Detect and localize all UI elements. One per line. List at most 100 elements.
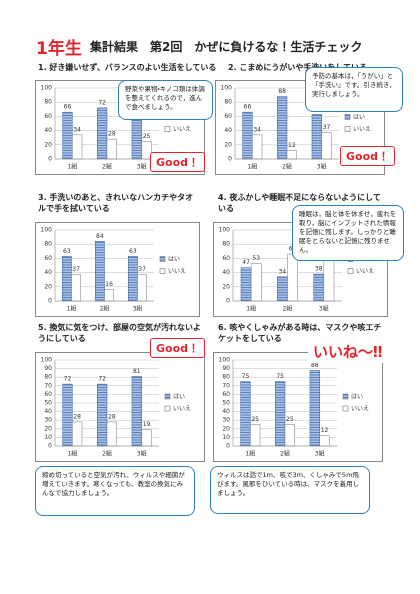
y-tick-label: 20 [44,141,52,148]
y-tick-label: 10 [44,434,52,441]
value-label: 25 [143,133,151,140]
value-label: 28 [108,413,116,420]
bar [275,381,286,447]
x-tick-label: 2組 [102,163,112,171]
value-label: 34 [279,268,287,275]
y-tick-label: 60 [44,113,52,120]
callout-note: 野菜や果物・キノコ類は体調を整えてくれるので，進んで食べましょう。 [118,80,213,120]
y-tick-label: 100 [41,85,53,92]
legend-swatch [344,126,351,132]
legend-label: はい [168,256,180,263]
y-tick-label: 60 [222,391,230,398]
legend-label: はい [353,114,365,121]
value-label: 12 [321,427,329,434]
value-label: 19 [143,421,151,428]
bar [95,241,105,302]
stamp: いいね～‼ [308,340,388,363]
x-tick-label: 3組 [317,163,327,171]
legend-swatch [164,405,171,412]
y-tick-label: 10 [222,434,230,441]
bar [277,276,288,302]
y-tick-label: 50 [222,400,230,407]
value-label: 34 [73,126,81,133]
callout-note: 締め切っていると空気が汚れ、ウィルスや細菌が増えていきます。寒くなっても、教室の… [35,466,195,516]
y-tick-label: 100 [219,357,231,364]
legend-label: いいえ [351,406,369,413]
chart-title: 3. 手洗いのあと、きれいなハンカチやタオルで手を拭いている [38,193,194,213]
stamp: Good！ [150,152,206,172]
legend-label: はい [173,394,185,401]
y-tick-label: 80 [44,99,52,106]
bar [309,370,320,447]
bar [128,256,138,302]
x-tick-label: 3組 [137,450,147,458]
bar [97,107,108,160]
value-label: 16 [105,281,113,288]
y-tick-label: 80 [44,241,52,248]
y-tick-label: 60 [224,113,232,120]
y-tick-label: 40 [44,127,52,134]
value-label: 38 [315,266,323,273]
bar [240,267,252,302]
legend-swatch [164,393,171,400]
value-label: 63 [129,248,137,255]
legend-label: いいえ [353,126,371,133]
legend-swatch [159,256,166,262]
stamp: Good！ [340,146,396,166]
bar [319,435,330,447]
x-tick-label: 1組 [67,450,77,458]
y-tick-label: 20 [44,283,52,290]
x-tick-label: 1組 [67,305,77,313]
callout-note: ウィルスは話で1m、咳で3m、くしゃみで5m飛びます。風邪をひいている時は、マス… [210,466,370,514]
bar [141,429,152,447]
x-tick-label: 1組 [67,163,77,171]
bar [131,376,142,447]
chart-title: 1. 好き嫌いせず、バランスのよい生活をしている [38,63,217,72]
y-tick-label: 90 [44,365,52,372]
y-tick-label: 30 [222,417,230,424]
y-tick-label: 20 [222,283,230,290]
value-label: 88 [278,88,286,95]
value-label: 37 [323,124,331,131]
y-tick-label: 0 [48,443,52,450]
bar [284,424,295,447]
x-tick-label: 3組 [315,450,325,458]
bar [104,289,114,302]
bar [106,138,117,160]
value-label: 72 [64,376,72,383]
y-tick-label: 40 [222,269,230,276]
value-label: 25 [286,416,294,423]
value-label: 75 [242,373,250,380]
bar [137,274,147,302]
legend-swatch [344,114,351,120]
bar [323,256,335,302]
y-tick-label: 80 [222,241,230,248]
bar [62,111,73,160]
y-tick-label: 20 [224,141,232,148]
y-tick-label: 100 [219,227,231,234]
y-tick-label: 80 [224,99,232,106]
y-tick-label: 40 [44,408,52,415]
y-tick-label: 40 [44,269,52,276]
x-tick-label: 2組 [102,450,112,458]
bar [242,111,253,160]
value-label: 53 [252,255,260,262]
x-tick-label: 2組 [282,163,292,171]
legend-label: いいえ [173,406,191,413]
y-tick-label: 0 [48,156,52,163]
x-tick-label: 1組 [245,450,255,458]
y-tick-label: 30 [44,417,52,424]
y-tick-label: 0 [226,443,230,450]
legend-swatch [164,126,171,132]
y-tick-label: 90 [222,365,230,372]
x-tick-label: 2組 [283,305,293,313]
bar [321,132,332,160]
legend-label: いいえ [356,268,374,275]
bar [250,263,262,302]
chart-title: 6. 咳やくしゃみがある時は、マスクや咳エチケットをしている [218,323,382,343]
chart-title: 5. 換気に気をつけ、部屋の空気が汚れないようにしている [38,323,201,343]
bar [250,424,261,447]
legend-swatch [347,268,354,274]
